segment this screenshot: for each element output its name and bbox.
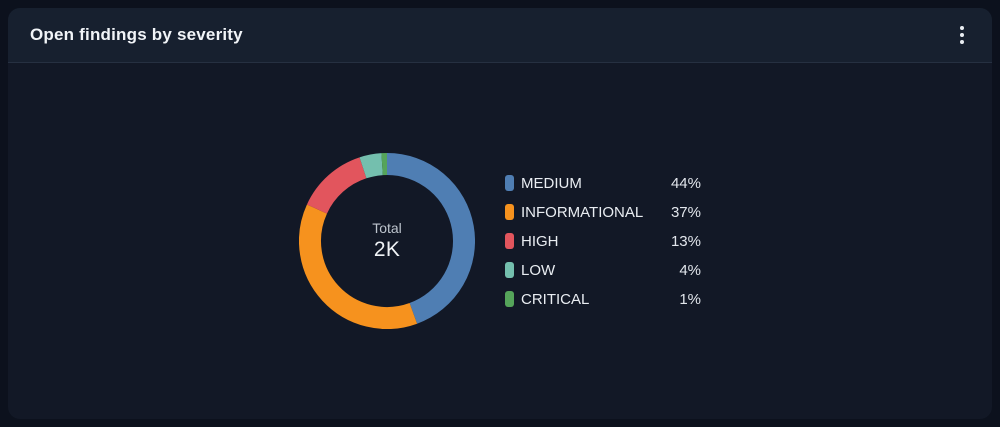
donut-chart: Total 2K <box>299 153 475 329</box>
legend-item-high[interactable]: HIGH 13% <box>505 227 701 256</box>
kebab-vertical-icon <box>960 26 964 30</box>
legend-percent: 4% <box>679 261 701 279</box>
legend-swatch-icon <box>505 233 514 249</box>
kebab-vertical-icon <box>960 40 964 44</box>
legend-item-informational[interactable]: INFORMATIONAL 37% <box>505 198 701 227</box>
legend-label: MEDIUM <box>521 174 582 192</box>
donut-segment-low[interactable] <box>359 153 384 179</box>
chart-legend: MEDIUM 44% INFORMATIONAL 37% HIGH 13% LOW 4% CRI… <box>505 169 701 314</box>
card-header: Open findings by severity <box>8 8 992 63</box>
legend-item-medium[interactable]: MEDIUM 44% <box>505 169 701 198</box>
legend-swatch-icon <box>505 175 514 191</box>
legend-label: HIGH <box>521 232 559 250</box>
legend-percent: 44% <box>670 174 701 192</box>
donut-segment-informational[interactable] <box>299 204 418 329</box>
legend-swatch-icon <box>505 262 514 278</box>
legend-swatch-icon <box>505 291 514 307</box>
legend-label: INFORMATIONAL <box>521 203 644 221</box>
donut-segment-high[interactable] <box>306 157 367 214</box>
kebab-menu-button[interactable] <box>954 21 970 49</box>
card-title: Open findings by severity <box>30 25 243 44</box>
legend-item-critical[interactable]: CRITICAL 1% <box>505 285 701 314</box>
legend-label: LOW <box>521 261 556 279</box>
legend-percent: 37% <box>670 203 701 221</box>
donut-segment-medium[interactable] <box>386 153 475 324</box>
legend-label: CRITICAL <box>521 290 590 308</box>
legend-swatch-icon <box>505 204 514 220</box>
legend-percent: 13% <box>670 232 701 250</box>
kebab-vertical-icon <box>960 33 964 37</box>
donut-chart-svg <box>299 153 475 329</box>
card-body: Total 2K MEDIUM 44% INFORMATIONAL 37% HIGH 13… <box>8 63 992 419</box>
legend-percent: 1% <box>679 290 701 308</box>
legend-item-low[interactable]: LOW 4% <box>505 256 701 285</box>
open-findings-card: Open findings by severity Total 2K MEDIU… <box>8 8 992 419</box>
